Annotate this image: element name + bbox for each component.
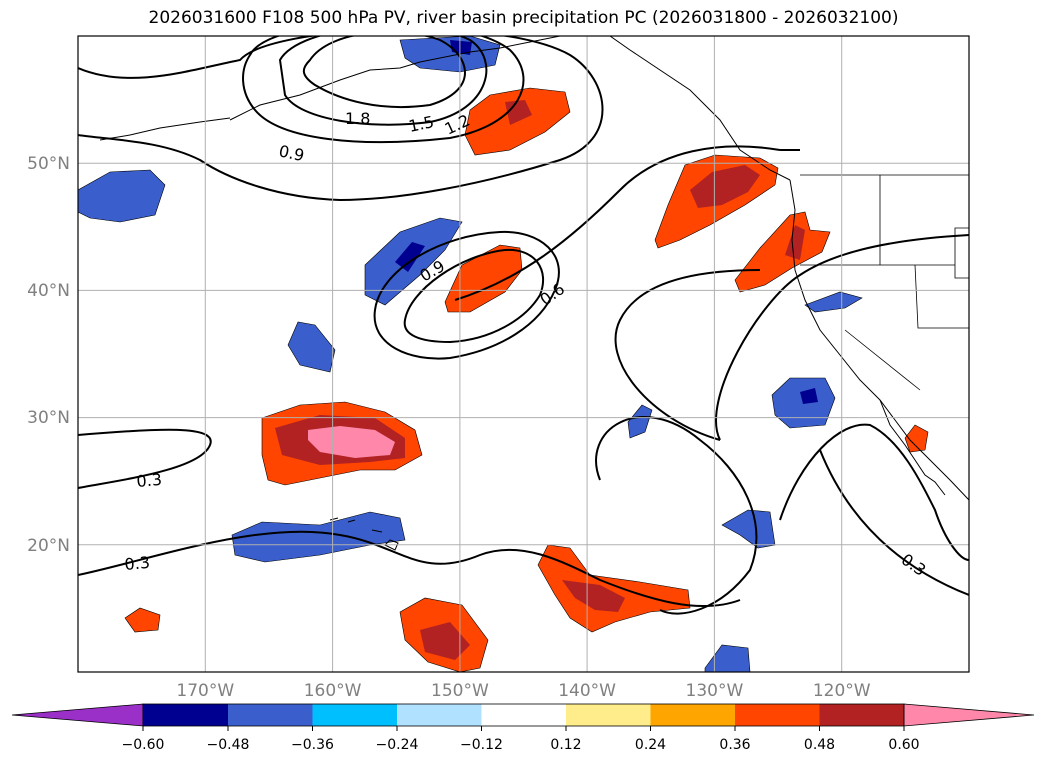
- north-america-coast: [789, 179, 969, 501]
- colorbar-extend-max: [903, 703, 1035, 727]
- blue-core-mid: [395, 242, 425, 272]
- colorbar-seg-4: [397, 704, 482, 726]
- contour-0.3-main: [614, 269, 761, 441]
- red-blob-oregon: [734, 211, 831, 293]
- contour-0.3-ne: [779, 423, 969, 561]
- colorbar-tick-label: −0.12: [460, 737, 503, 753]
- pv-contours: [78, 36, 969, 615]
- aleutians: [99, 117, 231, 141]
- lat-label-50: 50°N: [27, 154, 70, 174]
- pink-core-hawaii-n: [308, 426, 395, 458]
- contour-0.6-inner: [403, 248, 545, 344]
- contour-0.3-west: [78, 428, 212, 489]
- colorbar-tick-label: 0.48: [804, 737, 835, 753]
- colorbar-ticks: [142, 726, 905, 731]
- contour-1.2: [242, 36, 525, 144]
- colorbar-seg-8: [735, 704, 820, 726]
- blue-blob-hawaii: [231, 511, 406, 563]
- lon-label-130w: 130°W: [686, 681, 744, 701]
- colorbar: −0.60 −0.48 −0.36 −0.24 −0.12 0.12 0.24 …: [11, 703, 1035, 753]
- colorbar-seg-3: [312, 704, 397, 726]
- lat-label-20: 20°N: [27, 536, 70, 556]
- lon-labels: 170°W 160°W 150°W 140°W 130°W 120°W: [176, 681, 870, 701]
- blue-blob-west: [78, 169, 166, 223]
- colorbar-tick-label: 0.24: [635, 737, 666, 753]
- contour-label-8: 0.3: [124, 553, 151, 574]
- colorbar-frame: [142, 703, 905, 727]
- red-core-nw-coast: [690, 165, 760, 208]
- coastlines: [99, 36, 969, 551]
- contour-0.9-north: [78, 36, 604, 202]
- colorbar-seg-7: [650, 704, 735, 726]
- lat-label-30: 30°N: [27, 408, 70, 428]
- state-borders: [800, 174, 969, 391]
- contour-label-4: 0.9: [277, 141, 306, 165]
- red-core-gulf: [505, 100, 532, 125]
- red-core-oregon: [785, 225, 805, 260]
- contour-label-2: 1.5: [407, 112, 436, 136]
- alaska-coast: [229, 36, 561, 121]
- hawaii-islands: [329, 517, 399, 551]
- contour-0.3-loop: [715, 234, 969, 441]
- colorbar-tick-label: −0.24: [376, 737, 419, 753]
- lon-label-170w: 170°W: [176, 681, 234, 701]
- red-core-tropic-2: [420, 622, 470, 660]
- alaska-panhandle: [609, 36, 791, 181]
- colorbar-extend-min: [11, 703, 144, 727]
- baja-coast: [879, 399, 946, 496]
- contour-label-1: 1.8: [345, 109, 370, 128]
- lat-labels: 50°N 40°N 30°N 20°N: [27, 154, 70, 556]
- red-blob-baja: [904, 424, 929, 453]
- lon-label-160w: 160°W: [304, 681, 362, 701]
- positive-pc-shading: [124, 87, 929, 672]
- blue-core-east-1: [800, 388, 818, 404]
- colorbar-tick-label: −0.36: [291, 737, 334, 753]
- contour-0.3-south: [78, 530, 741, 608]
- lon-label-120w: 120°W: [813, 681, 871, 701]
- colorbar-tick-label: −0.60: [122, 737, 165, 753]
- blue-blob-east-4: [704, 644, 751, 672]
- lat-label-40: 40°N: [27, 281, 70, 301]
- contour-0.9-south: [373, 230, 560, 360]
- colorbar-tick-label: 0.36: [719, 737, 750, 753]
- colorbar-seg-2: [228, 704, 313, 726]
- colorbar-seg-6: [566, 704, 651, 726]
- colorbar-seg-5: [481, 704, 566, 726]
- contour-label-7: 0.3: [136, 470, 163, 491]
- map-frame: [77, 35, 970, 673]
- contour-0.6: [454, 145, 781, 301]
- blue-blob-small-1: [287, 321, 336, 373]
- contour-1.5: [278, 36, 488, 126]
- colorbar-seg-9: [819, 704, 904, 726]
- map-title: 2026031600 F108 500 hPa PV, river basin …: [148, 8, 899, 28]
- colorbar-tick-label: 0.12: [550, 737, 581, 753]
- red-blob-small-w: [124, 607, 161, 633]
- colorbar-tick-label: −0.48: [207, 737, 250, 753]
- lon-label-150w: 150°W: [431, 681, 489, 701]
- contour-0.3-band: [595, 416, 758, 615]
- lon-label-140w: 140°W: [558, 681, 616, 701]
- gridlines: [78, 36, 969, 672]
- blue-blob-east-2: [627, 404, 653, 439]
- colorbar-seg-1: [143, 704, 228, 726]
- red-blob-tropic-1: [537, 544, 691, 633]
- blue-blob-coast: [804, 291, 863, 313]
- contour-1.8: [302, 36, 466, 108]
- red-core-tropic-1: [562, 580, 625, 612]
- contour-0.3-se: [819, 449, 969, 596]
- colorbar-tick-label: 0.60: [888, 737, 919, 753]
